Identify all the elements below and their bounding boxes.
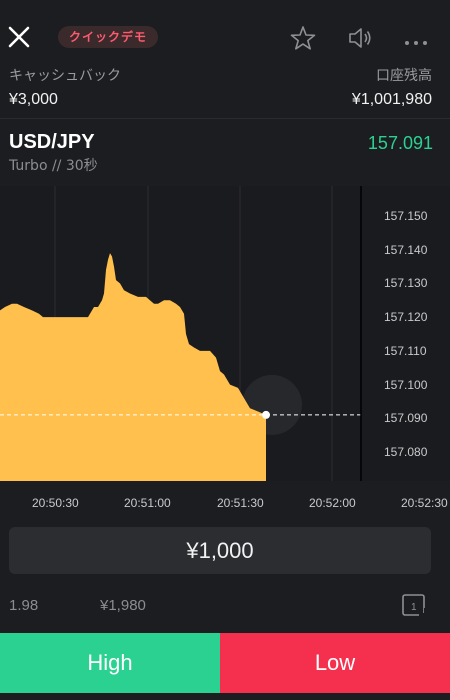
low-button[interactable]: Low [220,633,450,693]
chart-canvas [0,186,362,481]
speaker-icon[interactable] [347,25,373,51]
currency-pair[interactable]: USD/JPY [9,131,95,153]
y-tick-label: 157.080 [384,445,428,459]
top-bar: クイックデモ [0,0,450,58]
payout-rate: 1.98 [9,597,39,614]
y-tick-label: 157.090 [384,411,428,426]
multiplier-label: 1 [411,602,417,613]
amount-input[interactable]: ¥1,000 [9,527,431,574]
y-tick-label: 157.110 [384,343,427,358]
x-tick-label: 20:52:30 [401,496,448,510]
more-dots-icon[interactable] [404,34,430,45]
current-price-dot [262,410,270,419]
y-tick-label: 157.120 [384,310,428,325]
star-icon[interactable] [290,25,316,51]
y-tick-label: 157.100 [384,377,428,392]
multiplier-icon[interactable]: 1 [401,592,428,618]
payout-amount: ¥1,980 [100,597,146,614]
balance-value: ¥1,001,980 [351,91,432,108]
bottom-strip [0,693,450,700]
current-price: 157.091 [367,133,433,153]
price-chart[interactable]: 157.150 157.140 157.130 157.120 157.110 157.1… [0,186,450,481]
cashback-value: ¥3,000 [9,91,58,108]
close-icon[interactable] [6,24,32,50]
x-tick-label: 20:50:30 [32,496,79,510]
y-tick-label: 157.130 [384,276,428,291]
demo-badge: クイックデモ [58,26,159,48]
y-tick-label: 157.140 [384,242,428,257]
high-button[interactable]: High [0,633,220,693]
price-area-series [0,253,266,481]
x-tick-label: 20:51:00 [124,496,171,510]
trade-mode: Turbo // 30秒 [9,158,98,174]
x-tick-label: 20:51:30 [217,496,264,510]
x-tick-label: 20:52:00 [309,496,356,510]
cashback-label: キャッシュバック [9,68,121,84]
balance-label: 口座残高 [376,68,432,84]
y-tick-label: 157.150 [384,209,428,223]
divider [0,118,450,119]
